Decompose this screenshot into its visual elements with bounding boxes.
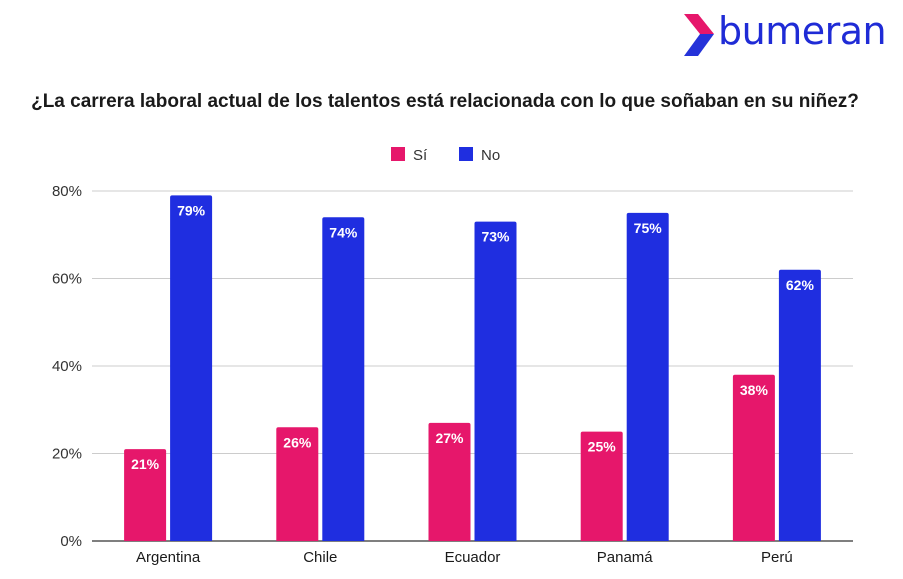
y-tick-label: 80% (52, 183, 82, 200)
x-tick-label: Argentina (136, 549, 201, 566)
x-tick-label: Chile (303, 549, 337, 566)
legend-swatch-no (459, 147, 473, 161)
bar-no-1 (322, 217, 365, 541)
data-label: 74% (329, 224, 358, 240)
bumeran-logo (684, 14, 714, 56)
bar-si-0 (124, 449, 167, 541)
bar-no-2 (474, 221, 517, 541)
data-labels: 21% 79% 26% 74% 27% 73% 25% 75% 38% 62% (131, 202, 814, 472)
bar-no-3 (626, 212, 669, 541)
legend: Sí No (391, 147, 500, 164)
bar-no-4 (778, 269, 821, 541)
grid-lines (92, 190, 853, 542)
data-label: 75% (634, 220, 663, 236)
data-label: 73% (481, 229, 510, 245)
y-tick-label: 60% (52, 271, 82, 288)
legend-label-no: No (481, 147, 500, 164)
data-label: 62% (786, 277, 815, 293)
data-label: 27% (435, 430, 464, 446)
bars (124, 195, 821, 541)
x-tick-label: Panamá (597, 549, 654, 566)
data-label: 25% (588, 439, 617, 455)
x-axis-labels: Argentina Chile Ecuador Panamá Perú (136, 549, 793, 566)
bar-no-0 (170, 195, 213, 541)
x-tick-label: Ecuador (445, 549, 501, 566)
chart-title: ¿La carrera laboral actual de los talent… (31, 91, 859, 112)
bar-si-2 (428, 422, 471, 541)
bar-si-1 (276, 427, 319, 541)
bar-si-4 (732, 374, 775, 541)
logo-mark-magenta (684, 14, 714, 34)
y-tick-label: 0% (60, 533, 82, 550)
brand-name: bumeran (718, 9, 887, 53)
data-label: 79% (177, 202, 206, 218)
y-axis-ticks: 0% 20% 40% 60% 80% (52, 183, 82, 550)
legend-swatch-si (391, 147, 405, 161)
data-label: 26% (283, 434, 312, 450)
data-label: 21% (131, 456, 160, 472)
x-tick-label: Perú (761, 549, 793, 566)
bar-si-3 (580, 431, 623, 541)
data-label: 38% (740, 382, 769, 398)
legend-label-si: Sí (413, 147, 428, 164)
y-tick-label: 40% (52, 358, 82, 375)
y-tick-label: 20% (52, 446, 82, 463)
logo-mark-blue (684, 34, 714, 56)
